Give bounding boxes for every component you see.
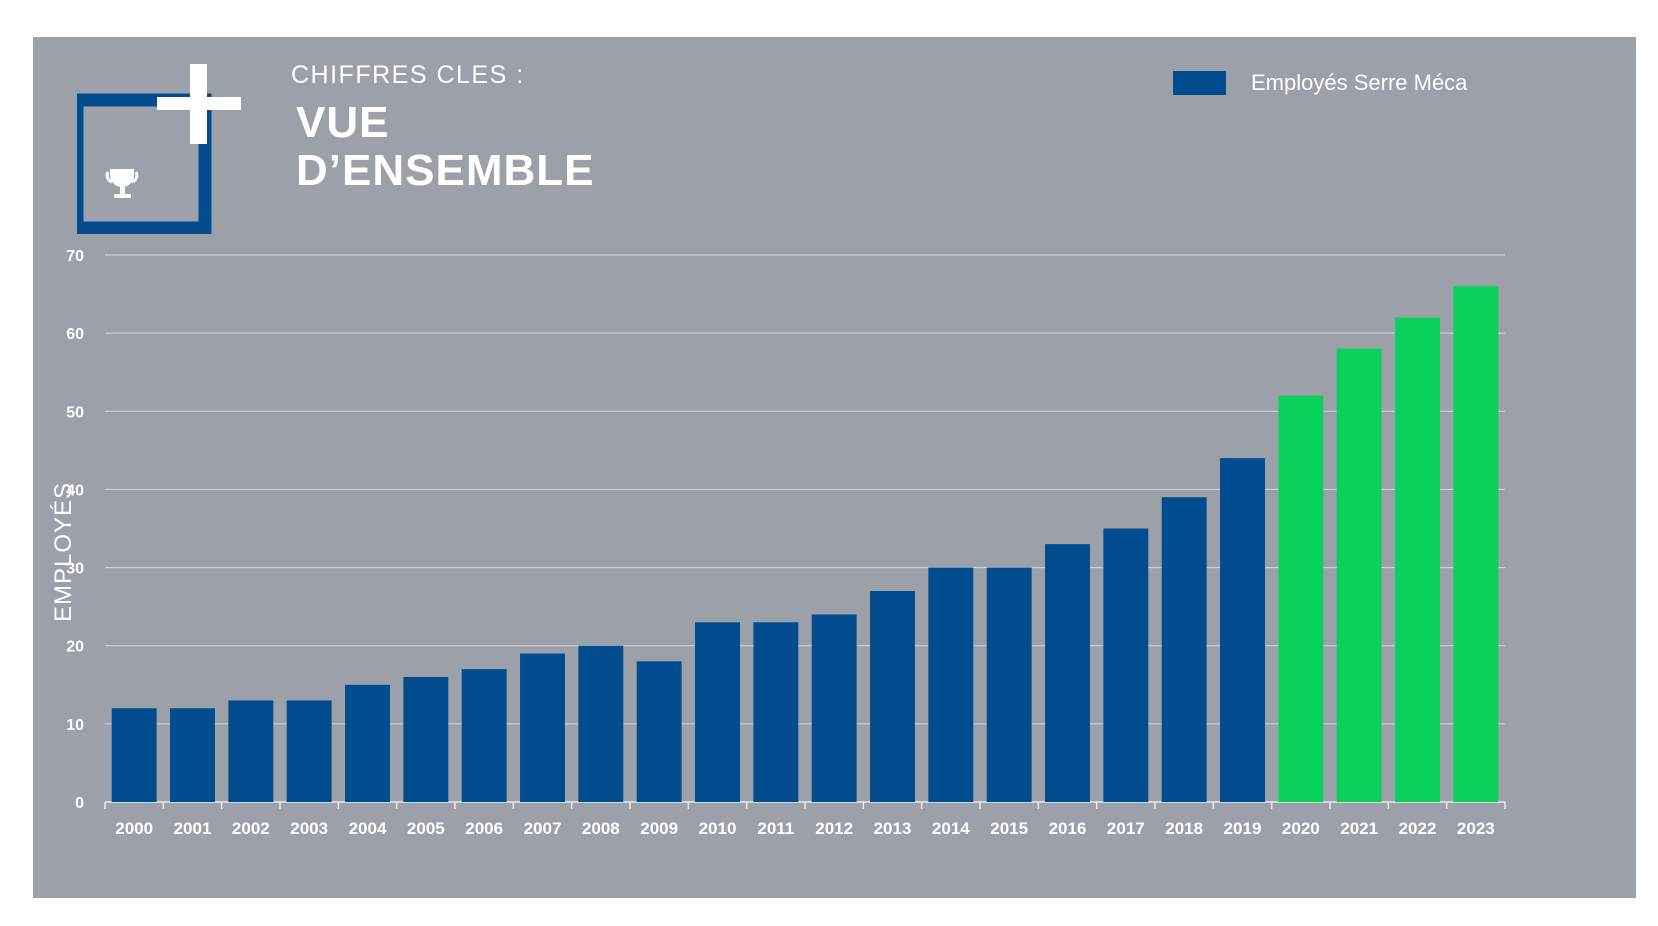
bar bbox=[1103, 528, 1149, 802]
x-tick-label: 2002 bbox=[232, 819, 270, 838]
bar bbox=[870, 591, 915, 802]
x-tick-label: 2007 bbox=[524, 819, 562, 838]
bar bbox=[1220, 458, 1265, 802]
page-title: VUE D’ENSEMBLE bbox=[296, 99, 594, 195]
x-tick-label: 2020 bbox=[1282, 819, 1320, 838]
bar bbox=[286, 700, 332, 802]
x-tick-label: 2011 bbox=[757, 819, 794, 838]
bar bbox=[1045, 544, 1090, 802]
y-tick-label: 20 bbox=[66, 639, 84, 656]
x-tick-label: 2010 bbox=[699, 819, 737, 838]
bar bbox=[1278, 395, 1324, 802]
bar bbox=[461, 669, 507, 802]
bar bbox=[345, 684, 390, 802]
y-tick-label: 10 bbox=[66, 717, 84, 734]
x-tick-label: 2013 bbox=[874, 819, 912, 838]
y-tick-label: 40 bbox=[66, 482, 84, 499]
bar bbox=[578, 645, 624, 802]
x-tick-label: 2005 bbox=[407, 819, 445, 838]
x-tick-label: 2004 bbox=[349, 819, 387, 838]
trophy-icon bbox=[105, 169, 139, 198]
bar bbox=[811, 614, 857, 802]
y-tick-label: 50 bbox=[66, 404, 84, 421]
x-tick-label: 2006 bbox=[465, 819, 503, 838]
bar bbox=[695, 622, 740, 802]
y-tick-label: 70 bbox=[66, 248, 84, 265]
x-tick-label: 2000 bbox=[115, 819, 153, 838]
x-tick-label: 2009 bbox=[640, 819, 678, 838]
bar bbox=[928, 567, 974, 802]
x-tick-label: 2003 bbox=[290, 819, 328, 838]
y-tick-label: 30 bbox=[66, 561, 84, 578]
x-tick-label: 2019 bbox=[1224, 819, 1262, 838]
title-line-2: D’ENSEMBLE bbox=[296, 146, 595, 195]
x-tick-label: 2021 bbox=[1340, 819, 1378, 838]
x-tick-label: 2018 bbox=[1165, 819, 1203, 838]
bar-chart: 0 10 20 30 40 50 60 70 2000 2001 2002 2003 2004 2005 2… bbox=[66, 248, 1506, 838]
y-tick-label: 60 bbox=[66, 326, 84, 343]
bar bbox=[1395, 317, 1440, 802]
x-tick-label: 2014 bbox=[932, 819, 970, 838]
y-tick-label: 0 bbox=[75, 795, 84, 812]
bar bbox=[170, 708, 215, 802]
bar bbox=[1336, 348, 1382, 802]
bar bbox=[1453, 286, 1499, 802]
legend-label: Employés Serre Méca bbox=[1251, 70, 1468, 95]
bar bbox=[1161, 497, 1207, 802]
logo-frame bbox=[77, 64, 241, 234]
x-tick-label: 2015 bbox=[990, 819, 1028, 838]
x-tick-label: 2016 bbox=[1049, 819, 1087, 838]
chart-legend: Employés Serre Méca bbox=[1173, 70, 1467, 96]
bar bbox=[228, 700, 274, 802]
x-tick-label: 2023 bbox=[1457, 819, 1495, 838]
chart-panel: CHIFFRES CLES : VUE D’ENSEMBLE Employés … bbox=[33, 37, 1636, 898]
legend-swatch bbox=[1173, 71, 1226, 95]
x-tick-label: 2012 bbox=[815, 819, 853, 838]
x-tick-label: 2008 bbox=[582, 819, 620, 838]
bar bbox=[520, 653, 565, 802]
kicker-text: CHIFFRES CLES : bbox=[291, 61, 525, 89]
bar bbox=[636, 661, 682, 802]
x-tick-label: 2001 bbox=[174, 819, 212, 838]
bar bbox=[403, 676, 449, 802]
x-tick-label: 2017 bbox=[1107, 819, 1145, 838]
title-line-1: VUE bbox=[296, 98, 390, 147]
bar bbox=[986, 567, 1032, 802]
bar bbox=[753, 622, 799, 802]
bar bbox=[111, 708, 157, 802]
x-tick-label: 2022 bbox=[1399, 819, 1437, 838]
